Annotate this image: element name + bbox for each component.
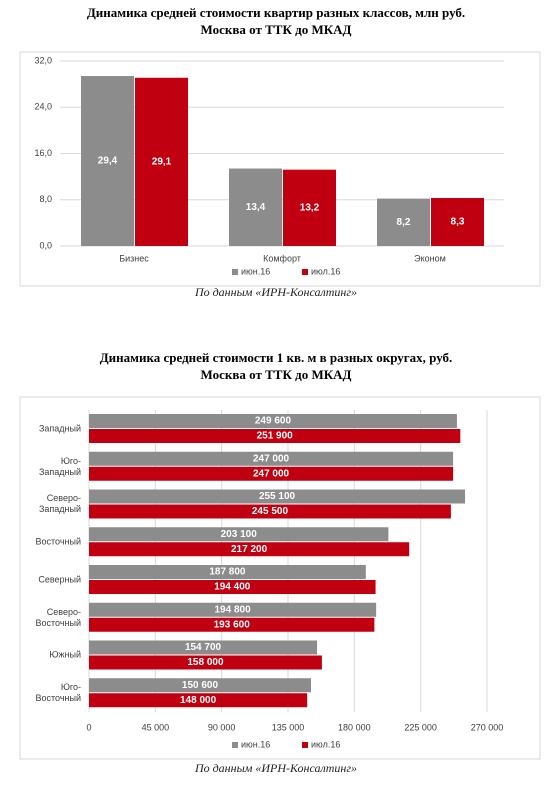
value-label: 148 000	[180, 695, 217, 706]
legend-label: июн.16	[241, 739, 270, 749]
bar	[89, 617, 375, 632]
bar	[431, 198, 484, 246]
value-label: 247 000	[253, 453, 290, 464]
bar	[89, 678, 311, 693]
legend-label: июн.16	[241, 266, 270, 276]
bar	[89, 693, 308, 708]
y-tick-label: 24,0	[34, 102, 52, 112]
bar	[89, 489, 466, 504]
bar	[89, 451, 454, 466]
source-note: По данным «ИРН-Консалтинг»	[194, 761, 357, 775]
value-label: 29,1	[152, 157, 172, 168]
y-tick-label: 16,0	[34, 148, 52, 158]
bar	[89, 527, 389, 542]
value-label: 158 000	[187, 657, 224, 668]
x-tick-label: 90 000	[208, 722, 236, 732]
value-label: 29,4	[98, 156, 118, 167]
bar	[135, 77, 188, 246]
x-tick-label: Эконом	[414, 253, 446, 263]
chart-subtitle: Москва от ТТК до МКАД	[201, 367, 352, 382]
legend-swatch	[302, 742, 308, 748]
value-label: 194 800	[214, 604, 251, 615]
bar	[89, 429, 461, 443]
chart-subtitle: Москва от ТТК до МКАД	[201, 22, 352, 37]
bar	[89, 504, 451, 519]
value-label: 251 900	[257, 431, 294, 442]
x-tick-label: 0	[86, 722, 91, 732]
bar	[81, 76, 134, 246]
legend-swatch	[302, 269, 308, 275]
y-tick-label: 8,0	[39, 194, 52, 204]
value-label: 8,2	[397, 217, 411, 228]
bar	[89, 655, 322, 670]
x-tick-label: 45 000	[142, 722, 170, 732]
chart-frame	[19, 396, 541, 760]
y-tick-label: Северный	[38, 574, 81, 585]
value-label: 8,3	[451, 217, 465, 228]
bar	[89, 414, 457, 428]
y-tick-label: Северо- Западный	[38, 493, 81, 515]
value-label: 203 100	[221, 529, 258, 540]
value-label: 154 700	[185, 642, 222, 653]
y-tick-label: 0,0	[39, 240, 52, 250]
value-label: 193 600	[214, 619, 251, 630]
x-tick-label: 180 000	[338, 722, 371, 732]
value-label: 13,4	[246, 202, 266, 213]
bar	[89, 602, 377, 617]
value-label: 245 500	[252, 506, 289, 517]
legend-label: июл.16	[311, 739, 340, 749]
source-note: По данным «ИРН-Консалтинг»	[194, 285, 357, 299]
chart-title: Динамика средней стоимости 1 кв. м в раз…	[100, 350, 453, 365]
value-label: 255 100	[259, 491, 296, 502]
x-tick-label: 135 000	[272, 722, 305, 732]
x-tick-label: Бизнес	[119, 253, 149, 263]
value-label: 187 800	[209, 567, 246, 578]
value-label: 249 600	[255, 416, 292, 427]
x-tick-label: Комфорт	[263, 253, 301, 263]
bar	[89, 640, 318, 655]
legend-swatch	[232, 742, 238, 748]
value-label: 217 200	[231, 544, 268, 555]
bar	[229, 168, 282, 246]
value-label: 247 000	[253, 468, 290, 479]
y-tick-label: Западный	[38, 423, 81, 434]
x-tick-label: 270 000	[471, 722, 504, 732]
value-label: 13,2	[300, 202, 320, 213]
chart-frame	[19, 51, 541, 287]
bar	[283, 169, 336, 246]
x-tick-label: 225 000	[404, 722, 437, 732]
legend-label: июл.16	[311, 266, 340, 276]
legend-swatch	[232, 269, 238, 275]
bar	[89, 565, 366, 579]
y-tick-label: Юго- Западный	[38, 455, 81, 477]
chart-title: Динамика средней стоимости квартир разны…	[87, 5, 465, 20]
bar	[377, 198, 430, 246]
y-tick-label: Восточный	[35, 536, 82, 547]
bar	[89, 580, 376, 594]
y-tick-label: 32,0	[34, 55, 52, 65]
value-label: 150 600	[182, 680, 219, 691]
y-tick-label: Северо- Восточный	[35, 606, 82, 628]
y-tick-label: Юго- Восточный	[35, 682, 82, 704]
value-label: 194 400	[214, 582, 251, 593]
bar	[89, 466, 454, 481]
y-tick-label: Южный	[49, 649, 81, 660]
bar	[89, 542, 410, 557]
